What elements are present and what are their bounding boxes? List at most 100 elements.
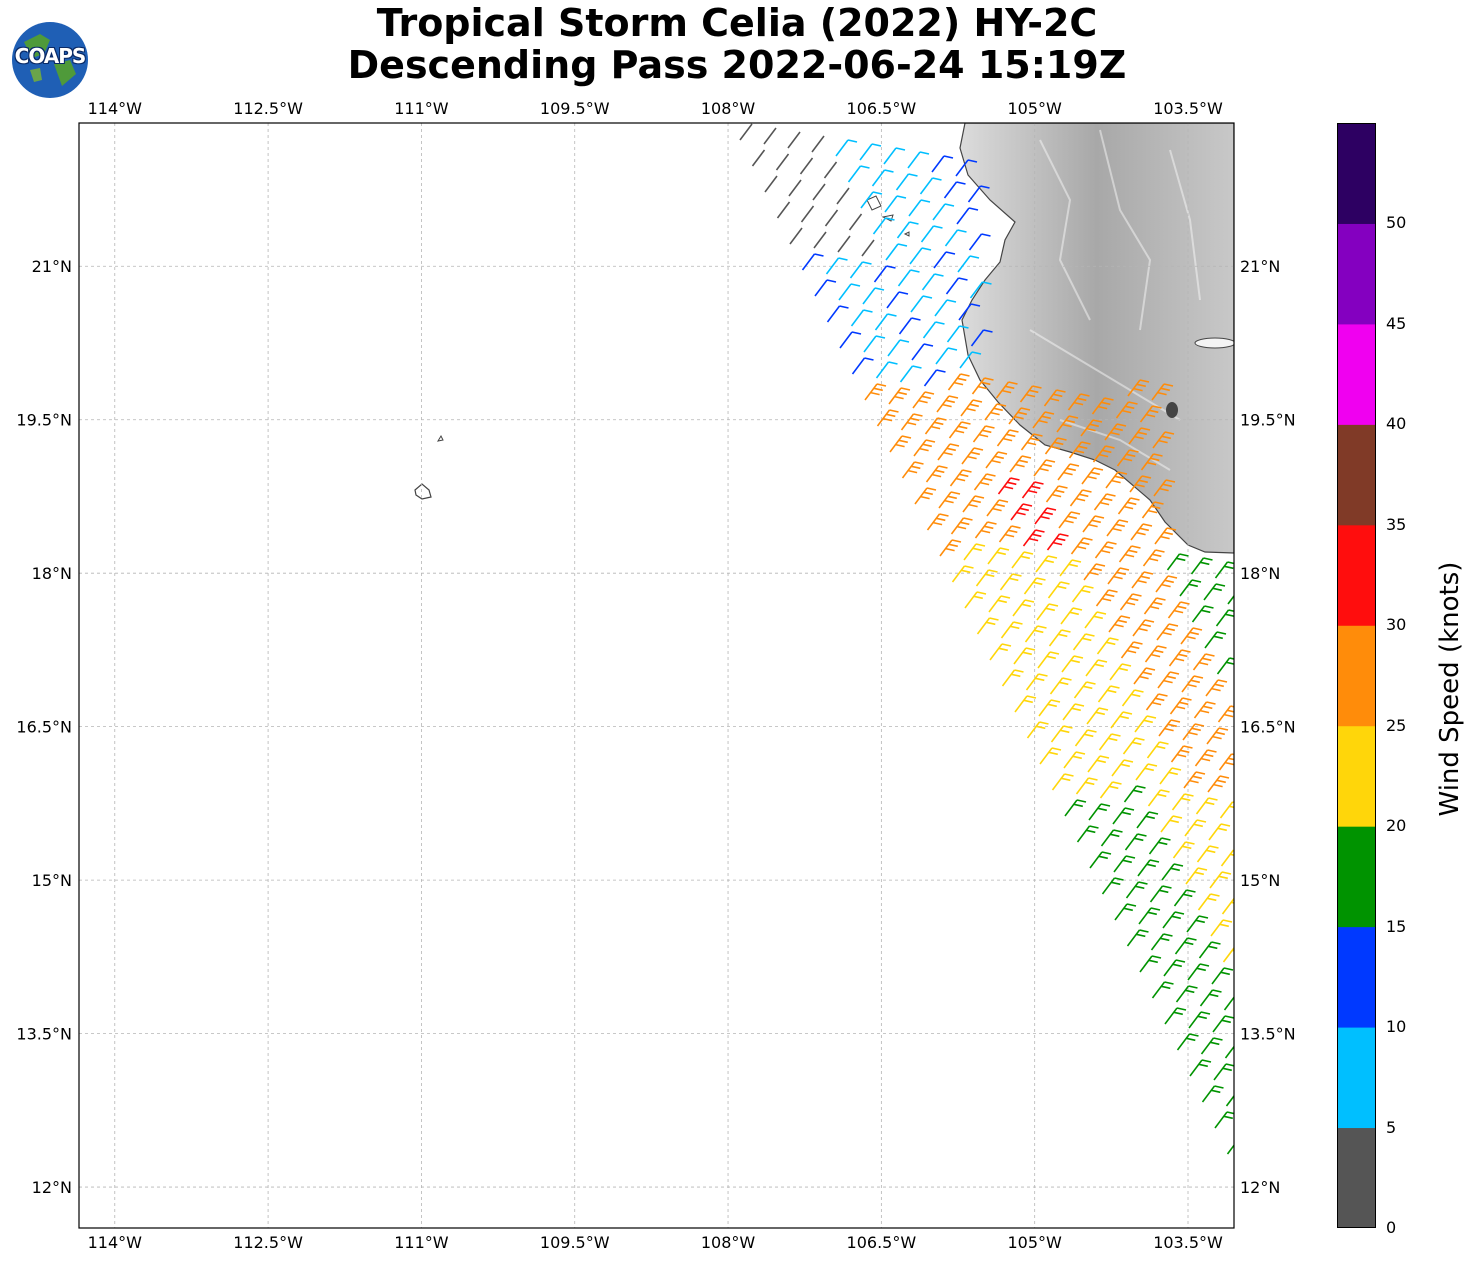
wind-barb xyxy=(1057,463,1080,481)
colorbar-frame xyxy=(1337,123,1376,1228)
wind-barb xyxy=(812,183,826,201)
wind-barb xyxy=(1096,637,1119,655)
wind-barb xyxy=(1210,919,1233,937)
wind-barb xyxy=(1186,915,1209,933)
plot-frame xyxy=(78,122,1235,1229)
wind-barb xyxy=(896,221,919,239)
wind-barb xyxy=(1044,437,1067,455)
lat-label-right: 15°N xyxy=(1240,871,1280,890)
wind-barb xyxy=(988,595,1011,613)
wind-barb xyxy=(960,399,983,417)
wind-barb xyxy=(1034,507,1057,525)
wind-barbs xyxy=(739,123,1234,1155)
wind-barb xyxy=(1209,871,1232,889)
wind-barb xyxy=(1120,641,1143,659)
wind-barb xyxy=(1150,933,1173,951)
wind-barb xyxy=(860,191,883,209)
wind-barb xyxy=(1113,855,1136,873)
lat-label-left: 13.5°N xyxy=(16,1025,72,1044)
wind-barb xyxy=(1166,553,1189,571)
wind-barb xyxy=(801,253,824,271)
lat-label-left: 18°N xyxy=(32,564,72,583)
wind-barb xyxy=(1131,571,1154,589)
wind-barb xyxy=(1147,789,1170,807)
wind-barb xyxy=(1014,695,1037,713)
san-benedicto-island xyxy=(436,434,444,442)
wind-barb xyxy=(1217,705,1234,723)
wind-barb xyxy=(849,261,872,279)
wind-barb xyxy=(1158,719,1181,737)
wind-barb xyxy=(950,517,973,535)
wind-barb xyxy=(888,387,911,405)
wind-barb xyxy=(1215,609,1234,627)
title-line-1: Tropical Storm Celia (2022) HY-2C xyxy=(376,1,1098,45)
colorbar-tick-label: 10 xyxy=(1386,1017,1407,1037)
wind-barb xyxy=(800,205,815,223)
wind-barb xyxy=(1197,893,1220,911)
wind-barb xyxy=(1159,767,1182,785)
wind-barb xyxy=(1146,741,1169,759)
wind-barb xyxy=(1009,455,1032,473)
globe-logo-icon xyxy=(12,22,88,98)
wind-barb xyxy=(1219,801,1234,819)
wind-barb xyxy=(1049,677,1072,695)
socorro-island xyxy=(414,483,432,500)
wind-barb xyxy=(1138,907,1161,925)
wind-barb xyxy=(1043,389,1066,407)
axis-tick-labels: 114°W 114°W 112.5°W 112.5°W 111°W 111°W 109.5°… xyxy=(16,99,1295,1252)
wind-barb xyxy=(908,199,931,217)
colorbar-segment xyxy=(1337,123,1376,224)
wind-barb xyxy=(1207,775,1230,793)
wind-barb xyxy=(1182,723,1205,741)
coaps-logo: COAPS xyxy=(10,20,90,100)
wind-barb xyxy=(934,299,957,317)
wind-barb xyxy=(1010,503,1033,521)
wind-barb xyxy=(1133,667,1156,685)
wind-barb xyxy=(1032,411,1055,429)
wind-barb xyxy=(1072,633,1095,651)
wind-barb xyxy=(986,499,1009,517)
wind-barb xyxy=(1109,663,1132,681)
colorbar-segment xyxy=(1337,926,1376,1028)
wind-barb xyxy=(1156,623,1179,641)
wind-barb xyxy=(1119,593,1142,611)
wind-barb xyxy=(999,573,1022,591)
wind-barb xyxy=(1062,703,1085,721)
wind-barb xyxy=(825,257,848,275)
wind-barb xyxy=(1025,673,1048,691)
wind-barb xyxy=(973,473,996,491)
wind-barb xyxy=(1108,615,1131,633)
wind-barb xyxy=(1047,581,1070,599)
wind-barb xyxy=(885,243,908,261)
lon-label-top: 109.5°W xyxy=(540,99,610,118)
wind-barb xyxy=(1068,441,1091,459)
wind-barb xyxy=(1122,737,1145,755)
wind-barb xyxy=(1035,555,1058,573)
wind-barb xyxy=(910,295,933,313)
wind-barb xyxy=(1039,747,1062,765)
lat-label-right: 21°N xyxy=(1240,257,1280,276)
wind-barb xyxy=(1153,479,1176,497)
wind-barb xyxy=(946,325,969,343)
wind-barb xyxy=(1169,697,1192,715)
wind-barb xyxy=(962,495,985,513)
wind-barb xyxy=(1223,995,1234,1011)
wind-barb xyxy=(936,395,959,413)
wind-barb xyxy=(1198,941,1221,959)
lon-label-bottom: 111°W xyxy=(394,1233,449,1252)
wind-barb xyxy=(1056,415,1079,433)
mexico-land-area xyxy=(959,123,1234,554)
wind-barb xyxy=(1151,981,1174,999)
wind-barb xyxy=(1094,541,1117,559)
wind-barb xyxy=(907,151,930,169)
wind-barb xyxy=(883,147,906,165)
wind-barb xyxy=(998,525,1021,543)
wind-barb xyxy=(872,217,895,235)
wind-barb xyxy=(837,235,851,253)
wind-barb xyxy=(1091,397,1114,415)
wind-barb xyxy=(926,513,949,531)
colorbar-segment xyxy=(1337,524,1376,626)
wind-barb xyxy=(899,365,922,383)
wind-barb xyxy=(967,185,990,203)
